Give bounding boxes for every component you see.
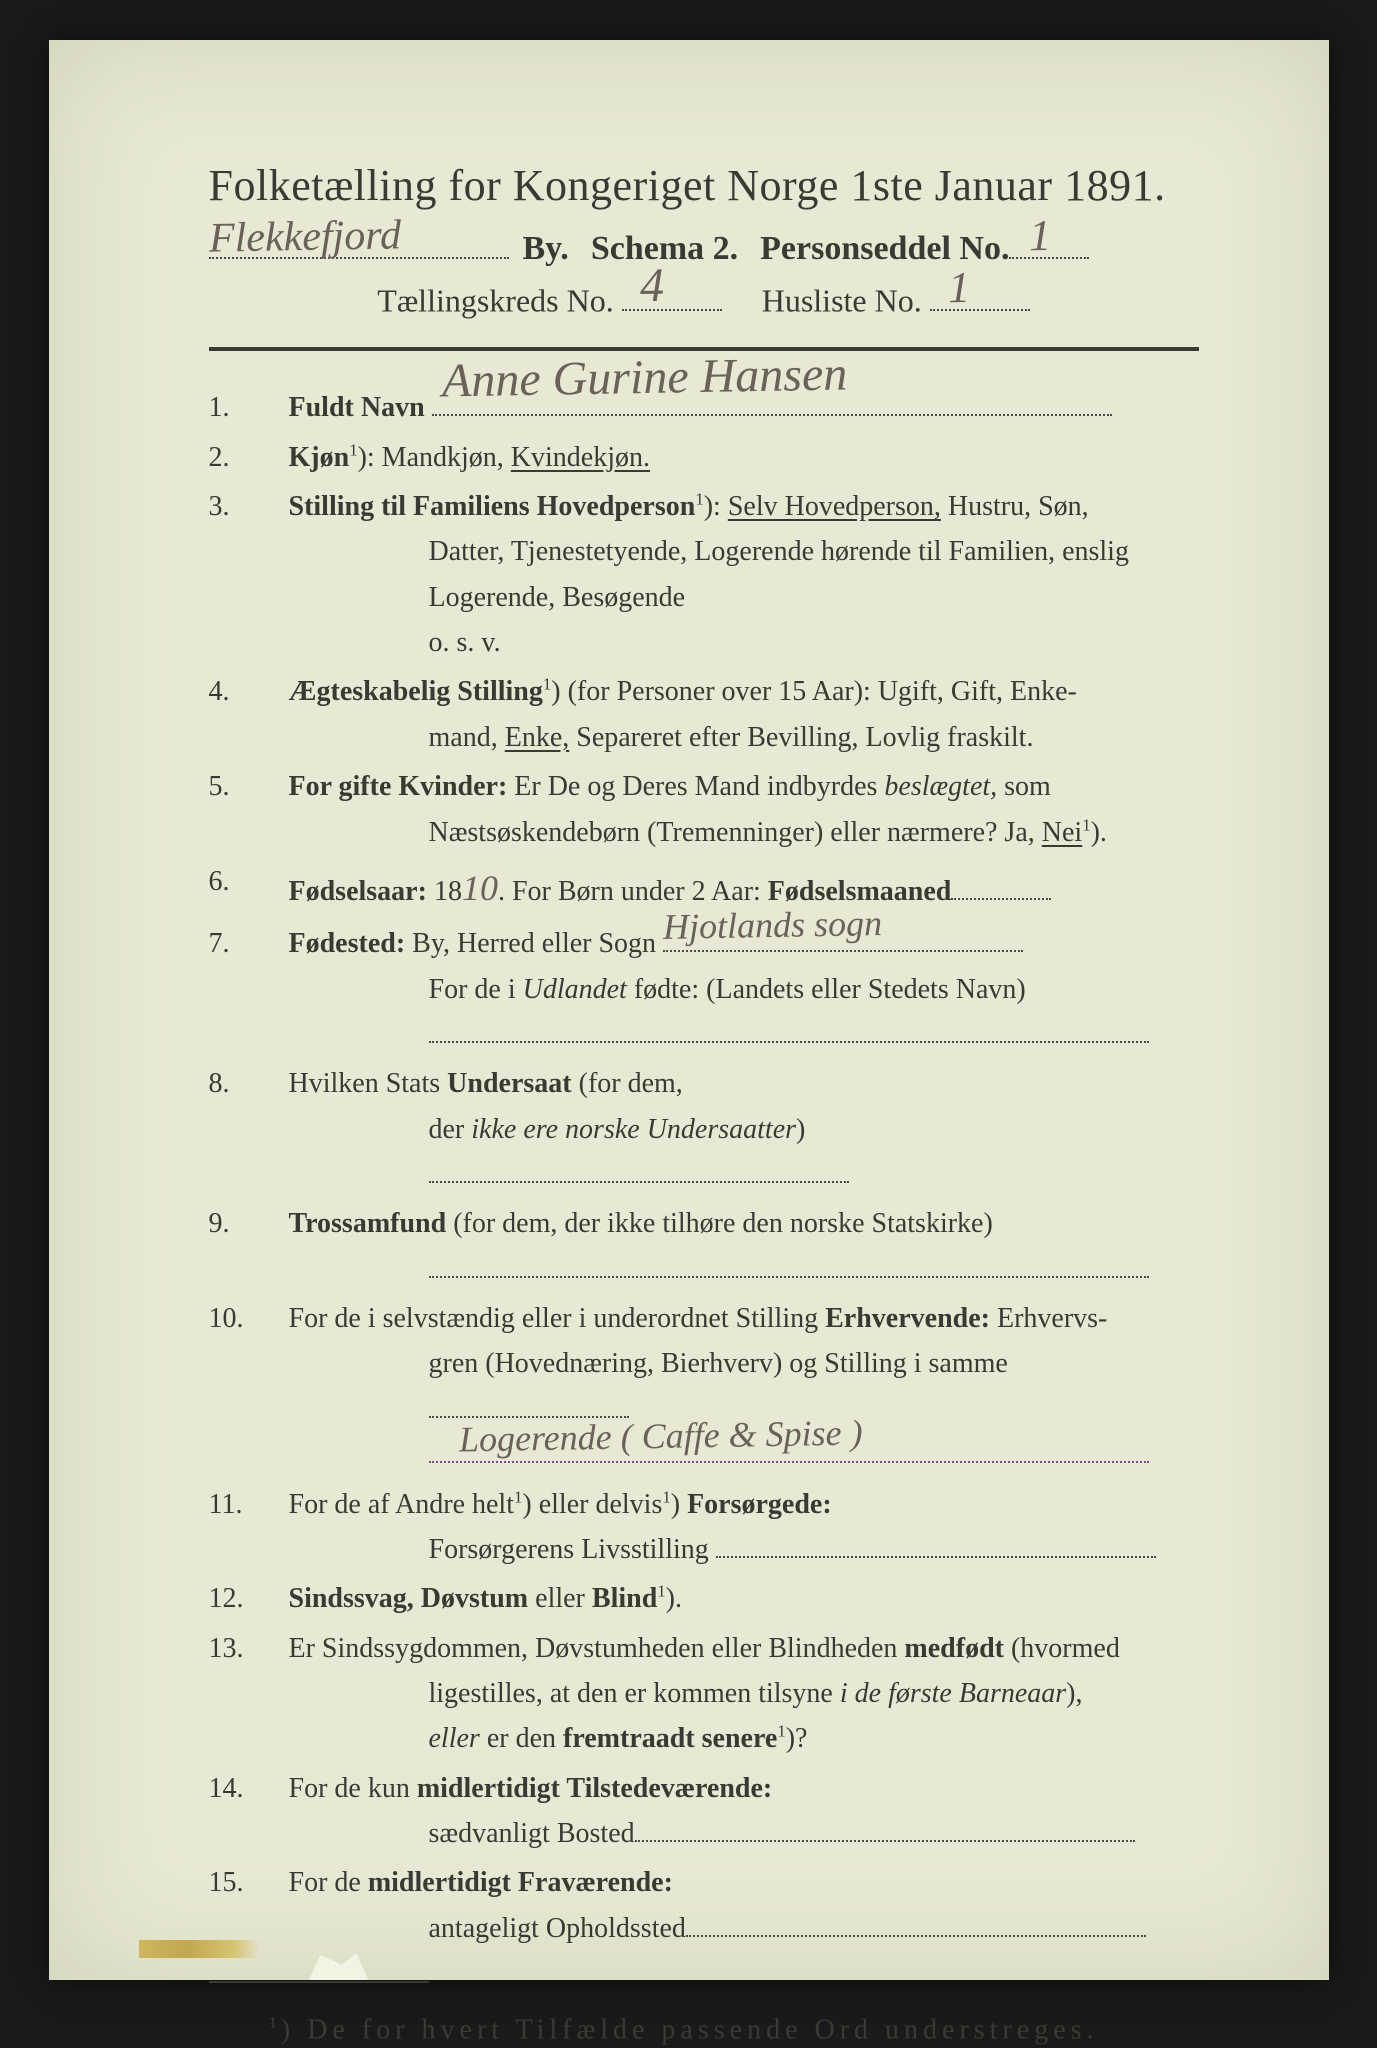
item-13: Er Sindssygdommen, Døvstumheden eller Bl… bbox=[209, 1626, 1199, 1762]
q10-occupation: Logerende ( Caffe & Spise ) bbox=[458, 1403, 863, 1468]
q5-label: For gifte Kvinder: bbox=[289, 771, 508, 802]
item-9: Trossamfund (for dem, der ikke tilhøre d… bbox=[209, 1201, 1199, 1292]
personseddel-no-field: 1 bbox=[1009, 223, 1089, 259]
q7-cont1: For de i Udlandet fødte: (Landets eller … bbox=[289, 967, 1199, 1012]
q7-label: Fødested: bbox=[289, 928, 406, 959]
q3-cont1: Datter, Tjenestetyende, Logerende hørend… bbox=[289, 529, 1199, 574]
footnote: 1) De for hvert Tilfælde passende Ord un… bbox=[269, 2013, 1199, 2046]
item-5: For gifte Kvinder: Er De og Deres Mand i… bbox=[209, 764, 1199, 855]
by-label: By. bbox=[523, 230, 569, 268]
q10-field: Logerende ( Caffe & Spise ) bbox=[429, 1434, 1149, 1463]
item-10: For de i selvstændig eller i underordnet… bbox=[209, 1296, 1199, 1477]
item-12: Sindssvag, Døvstum eller Blind1). bbox=[209, 1576, 1199, 1621]
footnote-divider bbox=[209, 1981, 429, 1983]
census-form-page: Folketælling for Kongeriget Norge 1ste J… bbox=[49, 40, 1329, 1980]
q3-cont2: Logerende, Besøgende bbox=[289, 575, 1199, 620]
q1-field: Anne Gurine Hansen bbox=[432, 387, 1112, 416]
husliste-no: 1 bbox=[947, 262, 970, 313]
schema-label: Schema 2. bbox=[591, 230, 738, 268]
q5-cont1: Næstsøskendebørn (Tremenninger) eller næ… bbox=[289, 810, 1199, 855]
q13-cont1: ligestilles, at den er kommen tilsyne i … bbox=[289, 1671, 1199, 1716]
q8-cont1: der ikke ere norske Undersaatter) bbox=[289, 1107, 1199, 1198]
q3-label: Stilling til Familiens Hovedperson bbox=[289, 491, 696, 522]
q2-label: Kjøn bbox=[289, 442, 350, 473]
page-tear bbox=[309, 1952, 369, 1980]
page-stain bbox=[139, 1940, 259, 1958]
q9-label: Trossamfund bbox=[289, 1208, 447, 1239]
kreds-label: Tællingskreds No. bbox=[377, 282, 613, 318]
q2-kvindekjon: Kvindekjøn. bbox=[511, 442, 650, 473]
q10-label: Erhvervende: bbox=[825, 1303, 990, 1334]
page-title: Folketælling for Kongeriget Norge 1ste J… bbox=[209, 160, 1199, 211]
q11-cont1: Forsørgerens Livsstilling bbox=[289, 1527, 1199, 1572]
header-line-3: Tællingskreds No. 4 Husliste No. 1 bbox=[209, 278, 1199, 320]
item-15: For de midlertidigt Fraværende: antageli… bbox=[209, 1860, 1199, 1951]
q7-sogn: Hjotlands sogn bbox=[663, 894, 883, 956]
city-field: Flekkefjord bbox=[209, 223, 509, 259]
q1-label: Fuldt Navn bbox=[289, 392, 425, 423]
q6-year: 10 bbox=[462, 868, 498, 908]
q7-field: Hjotlands sogn bbox=[663, 923, 1023, 952]
personseddel-label: Personseddel No. bbox=[760, 230, 1009, 268]
item-4: Ægteskabelig Stilling1) (for Personer ov… bbox=[209, 669, 1199, 760]
q12-label: Sindssvag, Døvstum bbox=[289, 1583, 529, 1614]
q3-cont3: o. s. v. bbox=[289, 620, 1199, 665]
q6-label: Fødselsaar: bbox=[289, 876, 427, 907]
q15-cont1: antageligt Opholdssted bbox=[289, 1906, 1199, 1951]
item-7: Fødested: By, Herred eller Sogn Hjotland… bbox=[209, 921, 1199, 1057]
item-3: Stilling til Familiens Hovedperson1): Se… bbox=[209, 484, 1199, 665]
item-11: For de af Andre helt1) eller delvis1) Fo… bbox=[209, 1482, 1199, 1573]
q14-cont1: sædvanligt Bosted bbox=[289, 1811, 1199, 1856]
q13-cont2: eller er den fremtraadt senere1)? bbox=[289, 1716, 1199, 1761]
husliste-no-field: 1 bbox=[930, 278, 1030, 312]
item-2: Kjøn1): Mandkjøn, Kvindekjøn. bbox=[209, 435, 1199, 480]
kreds-no: 4 bbox=[639, 258, 664, 313]
q11-label: Forsørgede: bbox=[687, 1489, 832, 1520]
q14-label: midlertidigt Tilstedeværende: bbox=[417, 1773, 772, 1804]
q1-name-handwriting: Anne Gurine Hansen bbox=[441, 335, 848, 420]
city-handwriting: Flekkefjord bbox=[208, 211, 401, 262]
q4-label: Ægteskabelig Stilling bbox=[289, 676, 543, 707]
husliste-label: Husliste No. bbox=[762, 282, 922, 318]
item-1: Fuldt Navn Anne Gurine Hansen bbox=[209, 385, 1199, 430]
header-line-2: Flekkefjord By. Schema 2. Personseddel N… bbox=[209, 223, 1199, 268]
question-list: Fuldt Navn Anne Gurine Hansen Kjøn1): Ma… bbox=[209, 385, 1199, 1951]
q15-label: midlertidigt Fraværende: bbox=[368, 1867, 673, 1898]
kreds-no-field: 4 bbox=[622, 278, 722, 312]
q8-label: Undersaat bbox=[447, 1068, 571, 1099]
personseddel-no: 1 bbox=[1029, 209, 1052, 260]
q4-cont1: mand, Enke, Separeret efter Bevilling, L… bbox=[289, 715, 1199, 760]
item-8: Hvilken Stats Undersaat (for dem, der ik… bbox=[209, 1061, 1199, 1197]
q3-selv: Selv Hovedperson, bbox=[728, 491, 941, 522]
item-14: For de kun midlertidigt Tilstedeværende:… bbox=[209, 1766, 1199, 1857]
